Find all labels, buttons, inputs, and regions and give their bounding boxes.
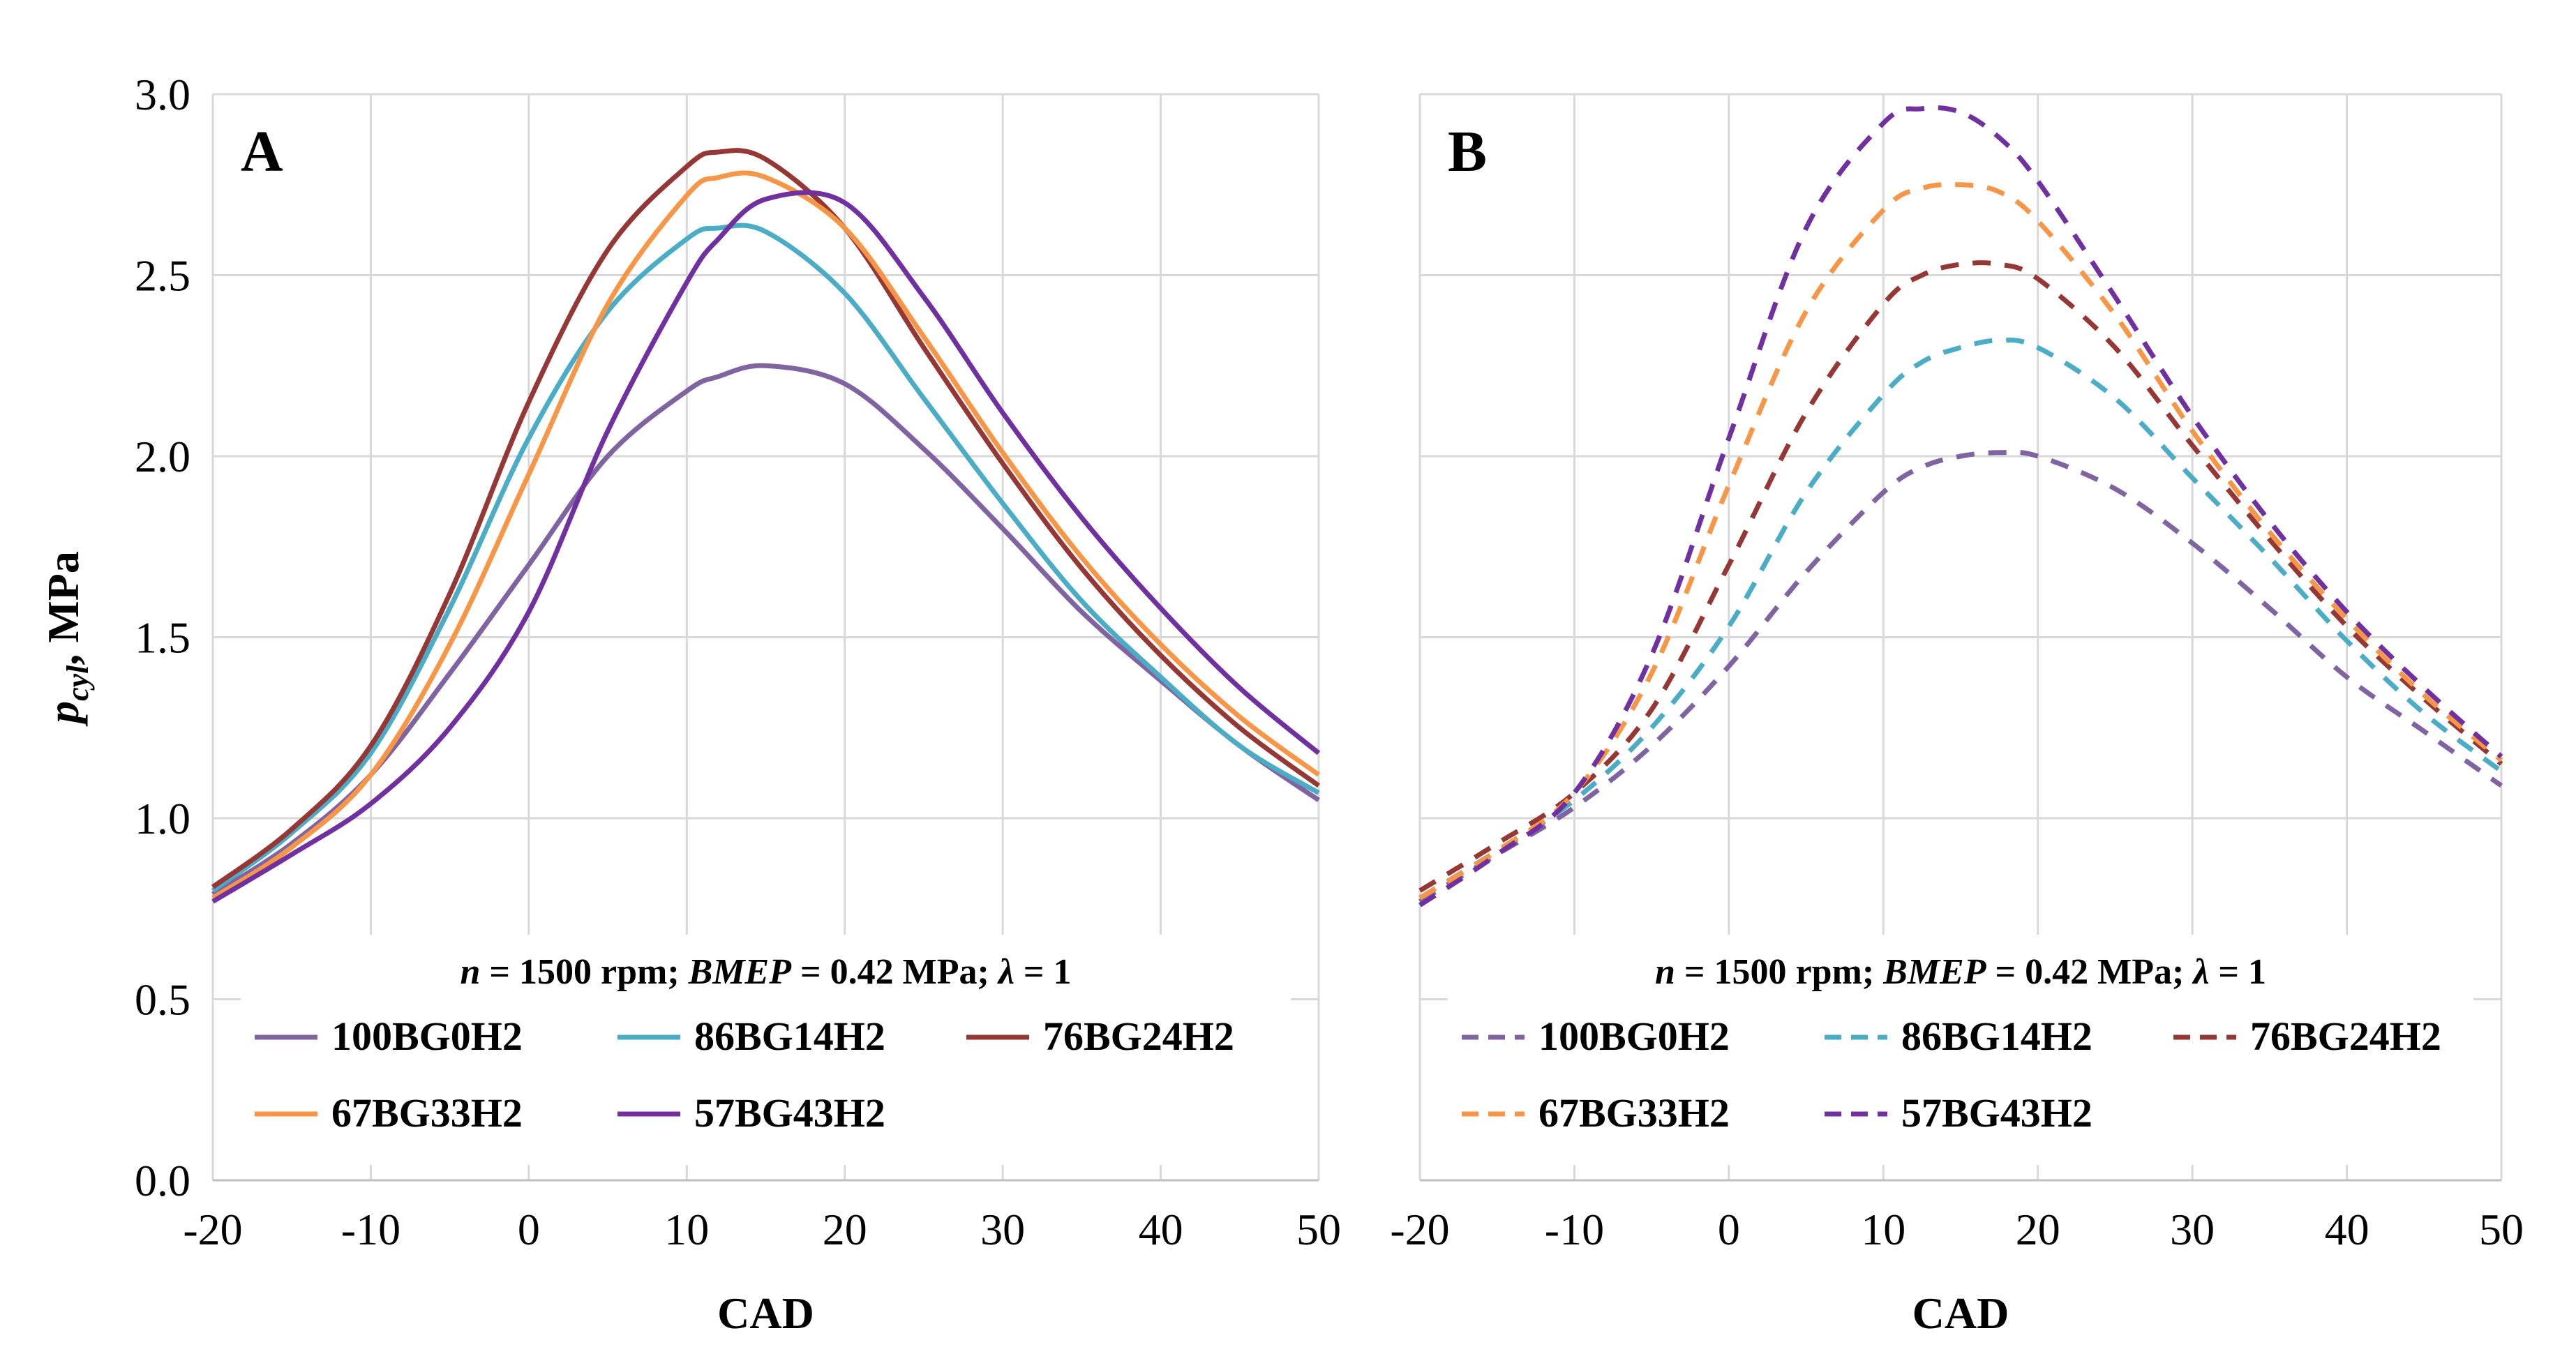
x-tick-label: 30 bbox=[2170, 1205, 2215, 1254]
x-tick-label: -20 bbox=[183, 1205, 242, 1254]
condition-bmep-label: BMEP bbox=[1882, 952, 1987, 992]
series-lines bbox=[1418, 105, 2503, 908]
legend-item-57BG43H2: 57BG43H2 bbox=[617, 1090, 885, 1136]
x-tick-label: 0 bbox=[1718, 1205, 1740, 1254]
legend-label: 76BG24H2 bbox=[2250, 1014, 2441, 1059]
legend-item-86BG14H2: 86BG14H2 bbox=[617, 1014, 885, 1059]
condition-n-label: n bbox=[460, 952, 480, 992]
legend-item-100BG0H2: 100BG0H2 bbox=[255, 1014, 523, 1059]
y-tick-label: 1.5 bbox=[135, 613, 190, 663]
y-axis-title-subscript: cyl bbox=[61, 665, 95, 701]
x-axis-title: CAD bbox=[1912, 1288, 2009, 1338]
legend-label: 100BG0H2 bbox=[331, 1014, 523, 1059]
legend-item-67BG33H2: 67BG33H2 bbox=[255, 1090, 523, 1136]
legend-item-57BG43H2: 57BG43H2 bbox=[1825, 1090, 2092, 1136]
condition-bmep-label: BMEP bbox=[688, 952, 793, 992]
series-line-86BG14H2 bbox=[211, 223, 1320, 893]
x-axis-title: CAD bbox=[717, 1288, 814, 1338]
legend-label: 86BG14H2 bbox=[1901, 1014, 2092, 1059]
x-tick-label: 40 bbox=[2325, 1205, 2369, 1254]
condition-n-value: = 1500 rpm; bbox=[480, 952, 688, 992]
y-tick-label: 0.0 bbox=[135, 1156, 190, 1205]
legend-background bbox=[1448, 935, 2473, 1165]
series-line-86BG14H2 bbox=[1418, 338, 2503, 901]
series-line-67BG33H2 bbox=[1418, 181, 2503, 901]
y-axis-title-unit: , MPa bbox=[38, 551, 88, 665]
x-tick-label: 20 bbox=[2016, 1205, 2060, 1254]
legend-label: 86BG14H2 bbox=[694, 1014, 885, 1059]
condition-lambda-label: λ bbox=[2192, 952, 2209, 992]
x-tick-label: 10 bbox=[1861, 1205, 1905, 1254]
x-tick-label: 40 bbox=[1139, 1205, 1183, 1254]
panel-label: A bbox=[241, 119, 283, 184]
condition-lambda-label: λ bbox=[997, 952, 1014, 992]
x-tick-label: 10 bbox=[664, 1205, 709, 1254]
legend-label: 67BG33H2 bbox=[1538, 1090, 1730, 1136]
x-tick-label: 50 bbox=[1296, 1205, 1341, 1254]
y-tick-label: 3.0 bbox=[135, 70, 190, 119]
series-line-57BG43H2 bbox=[1418, 105, 2503, 908]
x-tick-label: 0 bbox=[518, 1205, 540, 1254]
y-axis-title-symbol: p bbox=[38, 701, 88, 727]
x-tick-label: 50 bbox=[2479, 1205, 2524, 1254]
series-line-100BG0H2 bbox=[211, 363, 1320, 896]
legend-item-67BG33H2: 67BG33H2 bbox=[1462, 1090, 1730, 1136]
y-tick-label: 0.5 bbox=[135, 975, 190, 1025]
x-tick-label: -10 bbox=[341, 1205, 400, 1254]
condition-bmep-value: = 0.42 MPa; bbox=[1986, 952, 2194, 992]
y-axis-title: pcyl, MPa bbox=[38, 551, 95, 727]
legend-item-76BG24H2: 76BG24H2 bbox=[966, 1014, 1234, 1059]
legend-background bbox=[241, 935, 1291, 1165]
legend-label: 76BG24H2 bbox=[1043, 1014, 1234, 1059]
y-tick-label: 2.0 bbox=[135, 432, 190, 481]
series-lines bbox=[211, 148, 1321, 904]
x-tick-label: 20 bbox=[823, 1205, 867, 1254]
condition-lambda-value: = 1 bbox=[2209, 952, 2266, 992]
condition-bmep-value: = 0.42 MPa; bbox=[791, 952, 998, 992]
legend-item-86BG14H2: 86BG14H2 bbox=[1825, 1014, 2092, 1059]
condition-lambda-value: = 1 bbox=[1014, 952, 1072, 992]
legend-label: 100BG0H2 bbox=[1538, 1014, 1730, 1059]
series-line-100BG0H2 bbox=[1418, 449, 2503, 904]
condition-text: n = 1500 rpm; BMEP = 0.42 MPa; λ = 1 bbox=[1655, 952, 2266, 992]
legend: n = 1500 rpm; BMEP = 0.42 MPa; λ = 1 100B… bbox=[241, 935, 1291, 1165]
legend-label: 67BG33H2 bbox=[331, 1090, 523, 1136]
legend-item-76BG24H2: 76BG24H2 bbox=[2173, 1014, 2441, 1059]
series-line-76BG24H2 bbox=[211, 148, 1321, 889]
legend-label: 57BG43H2 bbox=[1901, 1090, 2092, 1136]
condition-text: n = 1500 rpm; BMEP = 0.42 MPa; λ = 1 bbox=[460, 952, 1071, 992]
legend: n = 1500 rpm; BMEP = 0.42 MPa; λ = 1 100B… bbox=[1448, 935, 2473, 1165]
condition-n-label: n bbox=[1655, 952, 1675, 992]
y-tick-label: 1.0 bbox=[135, 794, 190, 843]
series-line-67BG33H2 bbox=[211, 170, 1321, 901]
gridlines bbox=[211, 93, 1320, 1182]
panel-a: -20 -10 0 10 20 30 40 50 0.0 0.5 1.0 1.5 2.0 2.5 3.0 CA… bbox=[38, 70, 1341, 1338]
condition-n-value: = 1500 rpm; bbox=[1675, 952, 1883, 992]
x-tick-label: -10 bbox=[1545, 1205, 1604, 1254]
x-tick-label: -20 bbox=[1390, 1205, 1449, 1254]
series-line-57BG43H2 bbox=[211, 190, 1321, 904]
y-tick-label: 2.5 bbox=[135, 251, 190, 301]
x-tick-label: 30 bbox=[980, 1205, 1025, 1254]
legend-item-100BG0H2: 100BG0H2 bbox=[1462, 1014, 1730, 1059]
legend-label: 57BG43H2 bbox=[694, 1090, 885, 1136]
series-line-76BG24H2 bbox=[1418, 260, 2503, 893]
panel-label: B bbox=[1448, 119, 1487, 184]
panel-b: -20 -10 0 10 20 30 40 50 CAD Bn = 1500 rpm; BMEP … bbox=[1390, 93, 2524, 1338]
